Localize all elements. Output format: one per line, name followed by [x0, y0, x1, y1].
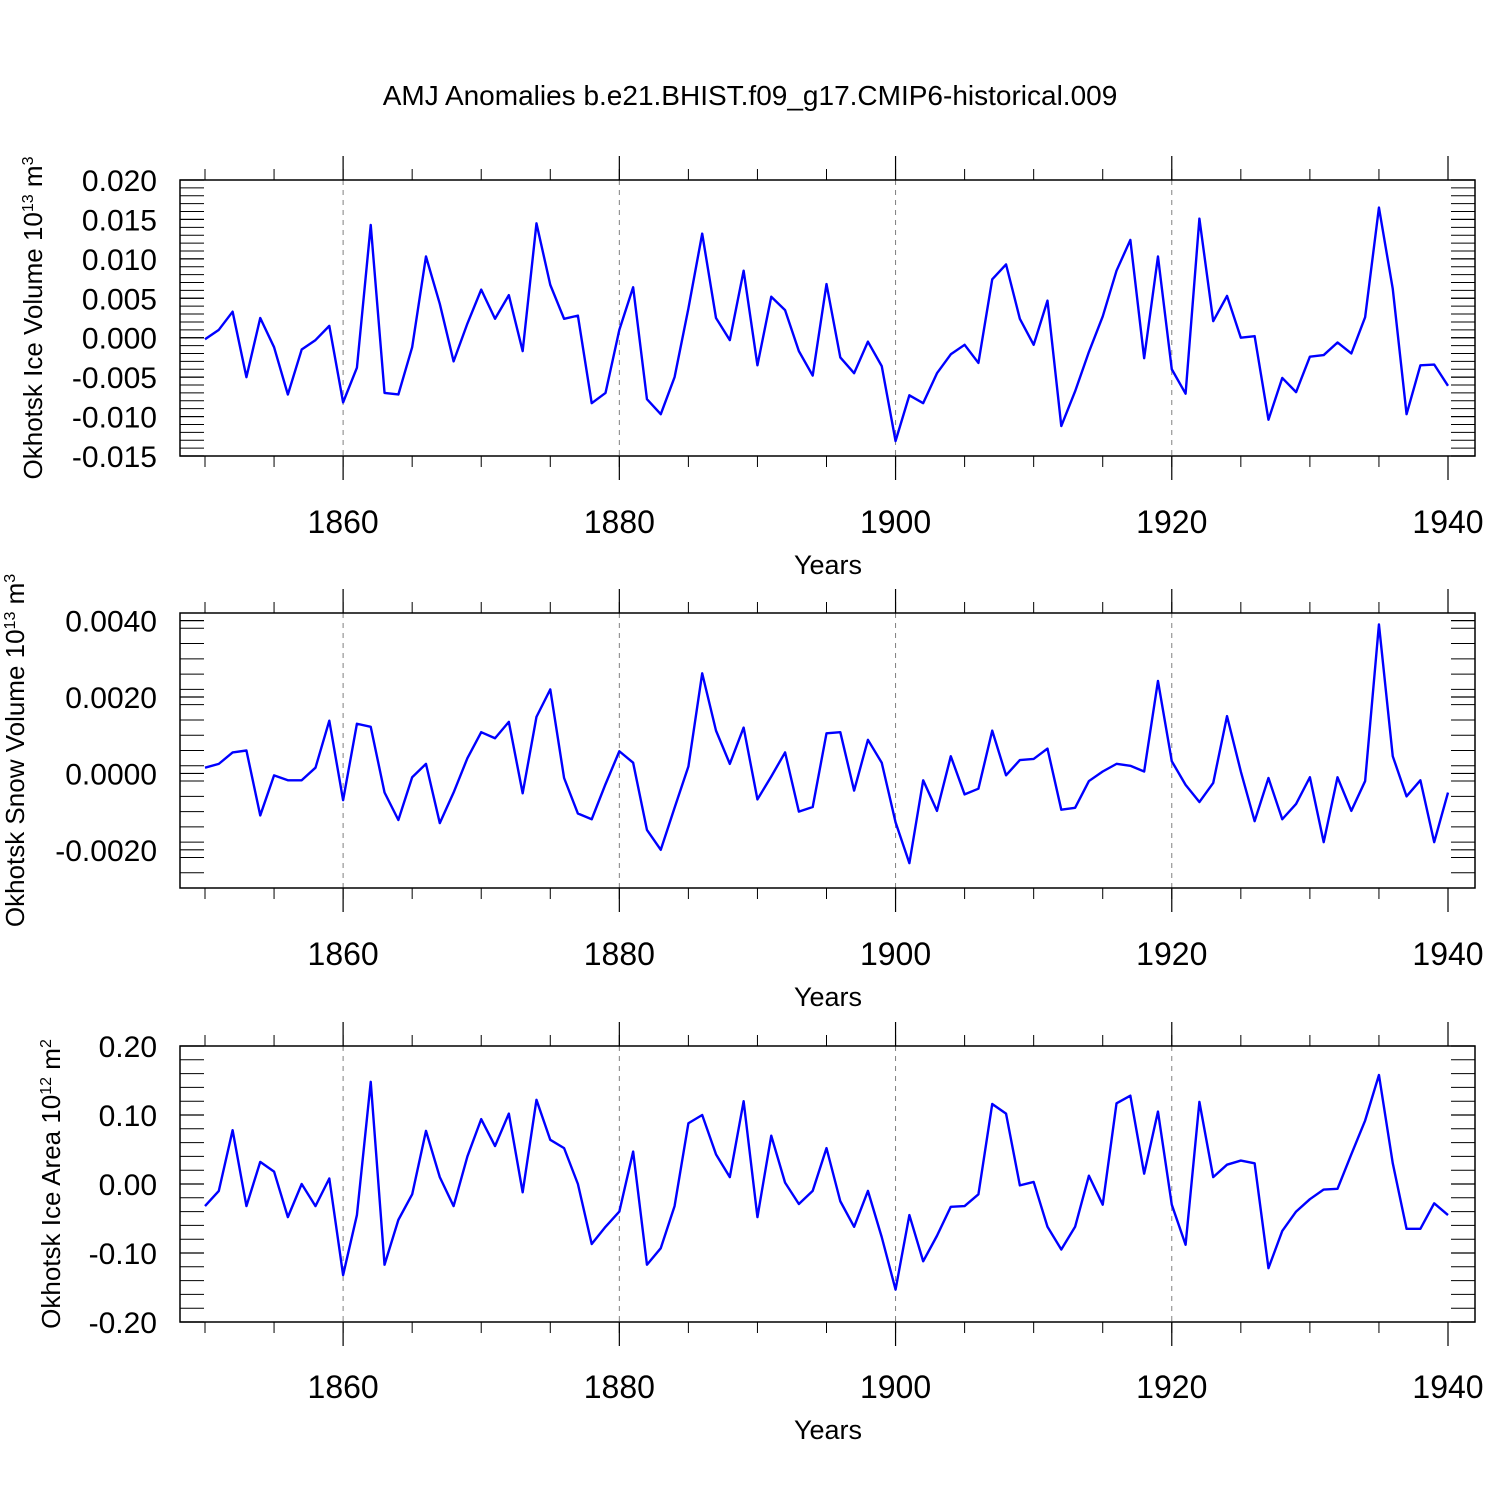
y-tick-label: -0.005: [72, 362, 157, 395]
y-label-text: Okhotsk Ice Volume 10: [18, 212, 48, 479]
y-label-superscript: 13: [2, 612, 19, 630]
y-label-superscript: 3: [2, 574, 19, 583]
plot-frame: [179, 612, 1476, 889]
x-tick-label: 1860: [308, 1369, 379, 1405]
plot-frame: [179, 1045, 1476, 1323]
y-tick-label: 0.000: [82, 323, 157, 356]
y-tick-label: 0.0000: [65, 758, 157, 791]
x-axis-label: Years: [794, 982, 862, 1012]
x-tick-label: 1880: [584, 504, 655, 540]
y-axis-label: Okhotsk Snow Volume 1013 m3: [0, 574, 30, 927]
x-tick-label: 1900: [860, 504, 931, 540]
x-tick-label: 1900: [860, 1369, 931, 1405]
y-label-superscript: 3: [20, 156, 37, 165]
y-label-text: m: [36, 1048, 66, 1077]
x-axis-label: Years: [794, 550, 862, 580]
x-tick-label: 1940: [1412, 936, 1483, 972]
x-tick-label: 1900: [860, 936, 931, 972]
y-tick-label: -0.10: [89, 1238, 157, 1271]
y-tick-label: 0.020: [82, 165, 157, 198]
x-tick-label: 1920: [1136, 936, 1207, 972]
x-tick-label: 1880: [584, 1369, 655, 1405]
x-tick-label: 1860: [308, 936, 379, 972]
plot-frame: [179, 179, 1476, 457]
y-tick-label: -0.010: [72, 402, 157, 435]
x-axis-label: Years: [794, 1415, 862, 1445]
y-label-superscript: 2: [38, 1039, 55, 1048]
x-tick-label: 1880: [584, 936, 655, 972]
y-label-superscript: 12: [38, 1077, 55, 1095]
series-line: [204, 1073, 1449, 1291]
y-tick-label: -0.015: [72, 441, 157, 474]
y-tick-label: 0.00: [99, 1169, 157, 1202]
y-tick-label: -0.20: [89, 1307, 157, 1340]
y-tick-label: 0.10: [99, 1100, 157, 1133]
series-line: [204, 623, 1450, 865]
x-tick-label: 1940: [1412, 1369, 1483, 1405]
chart-panel-2: 1860 1880 1900 1920 1940 -0.0020 0.0000 0.0020 0…: [0, 574, 1484, 1012]
chart-panel-1: 1860 1880 1900 1920 1940 -0.015 -0.010 -0.005 0.…: [18, 156, 1484, 580]
y-tick-label: 0.005: [82, 283, 157, 316]
y-label-superscript: 13: [20, 194, 37, 212]
y-label-text: m: [18, 165, 48, 194]
x-tick-label: 1940: [1412, 504, 1483, 540]
y-tick-label: -0.0020: [55, 835, 157, 868]
y-tick-label: 0.0020: [65, 682, 157, 715]
x-tick-label: 1920: [1136, 1369, 1207, 1405]
y-tick-label: 0.0040: [65, 606, 157, 639]
series-line: [204, 206, 1450, 443]
y-axis-label: Okhotsk Ice Volume 1013 m3: [18, 156, 48, 479]
x-tick-label: 1860: [308, 504, 379, 540]
y-tick-label: 0.010: [82, 244, 157, 277]
y-label-text: m: [0, 583, 30, 612]
figure-title: AMJ Anomalies b.e21.BHIST.f09_g17.CMIP6-…: [383, 80, 1118, 111]
x-tick-label: 1920: [1136, 504, 1207, 540]
y-axis-label: Okhotsk Ice Area 1012 m2: [36, 1039, 66, 1329]
y-label-text: Okhotsk Ice Area 10: [36, 1095, 66, 1329]
y-tick-label: 0.015: [82, 204, 157, 237]
chart-panel-3: 1860 1880 1900 1920 1940 -0.20 -0.10 0.00 0.10 0.…: [36, 1022, 1484, 1445]
y-label-text: Okhotsk Snow Volume 10: [0, 629, 30, 927]
y-tick-label: 0.20: [99, 1031, 157, 1064]
